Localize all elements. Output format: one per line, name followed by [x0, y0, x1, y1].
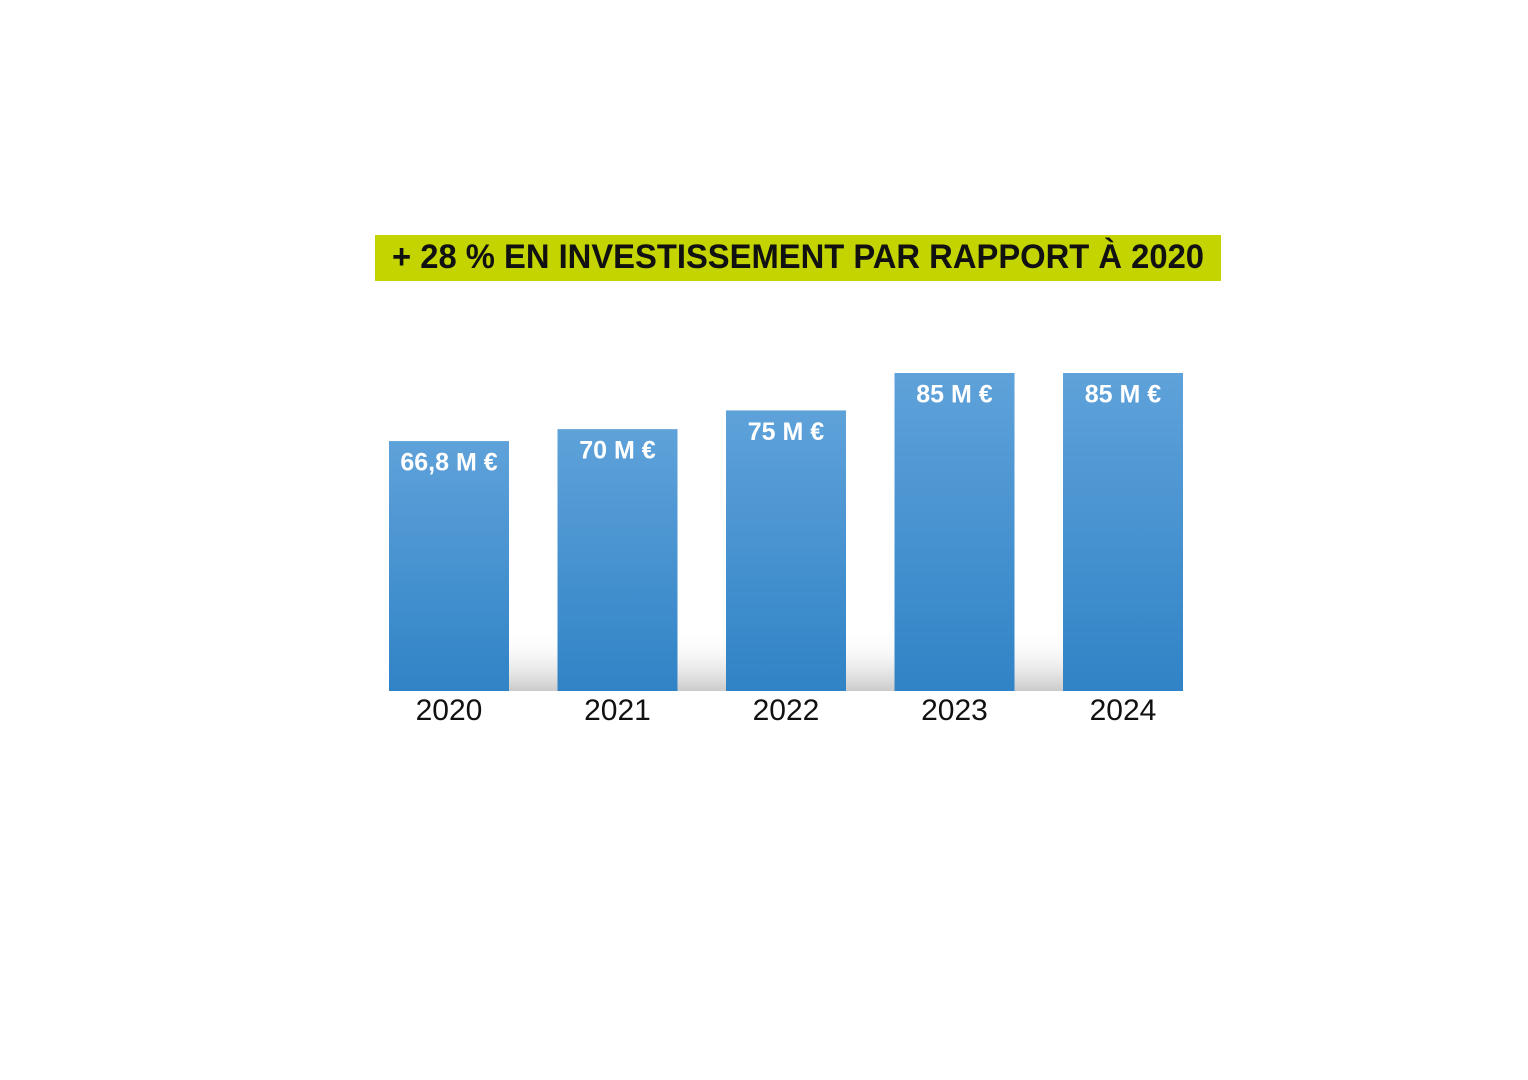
- chart-title: + 28 % EN INVESTISSEMENT PAR RAPPORT À 2…: [392, 238, 1204, 276]
- value-label: 75 M €: [748, 418, 825, 446]
- value-label: 66,8 M €: [400, 449, 497, 477]
- bar-shadow: [677, 631, 736, 691]
- x-tick-label: 2022: [753, 694, 820, 727]
- title-background: [375, 235, 1221, 281]
- x-tick-label: 2021: [584, 694, 651, 727]
- bar: [557, 429, 678, 691]
- x-tick-label: 2024: [1090, 694, 1157, 727]
- bar-shadow: [1014, 631, 1073, 691]
- x-tick-label: 2023: [921, 694, 988, 727]
- value-label: 70 M €: [579, 437, 656, 465]
- bar: [389, 441, 509, 691]
- value-label: 85 M €: [916, 381, 993, 409]
- bar: [726, 410, 846, 691]
- x-tick-label: 2020: [416, 694, 483, 727]
- bar: [1063, 373, 1183, 691]
- bar-shadow: [846, 631, 905, 691]
- bar-shadow: [509, 631, 568, 691]
- value-label: 85 M €: [1085, 381, 1162, 409]
- bar: [894, 373, 1015, 691]
